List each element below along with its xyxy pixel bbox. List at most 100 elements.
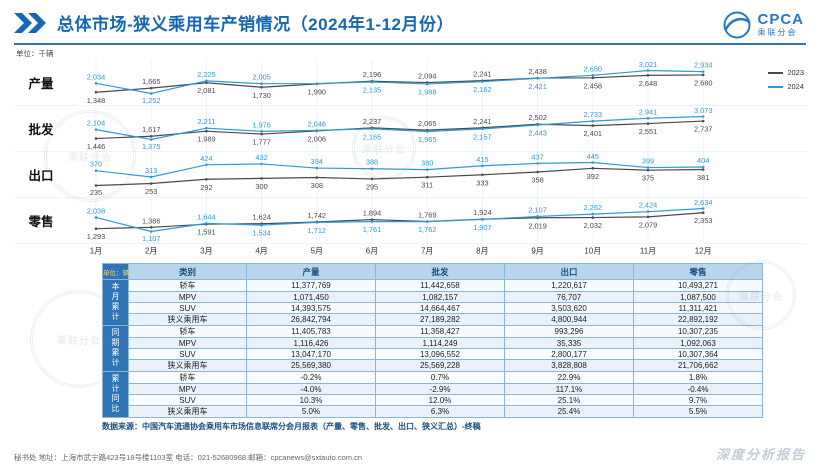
svg-text:2,934: 2,934 bbox=[694, 61, 713, 70]
category-cell: 轿车 bbox=[128, 279, 247, 292]
svg-text:1月: 1月 bbox=[90, 247, 102, 256]
svg-text:10月: 10月 bbox=[584, 247, 601, 256]
value-cell: 1,087,500 bbox=[633, 291, 763, 303]
svg-text:2,135: 2,135 bbox=[363, 86, 382, 95]
svg-text:3,021: 3,021 bbox=[639, 60, 658, 69]
value-cell: 26,842,794 bbox=[246, 313, 376, 326]
value-cell: 21,706,662 bbox=[633, 359, 763, 372]
svg-text:1,730: 1,730 bbox=[252, 91, 271, 100]
svg-text:1,446: 1,446 bbox=[87, 142, 106, 151]
svg-text:2,421: 2,421 bbox=[528, 82, 547, 91]
value-cell: 1,071,450 bbox=[246, 291, 376, 303]
value-cell: 14,393,575 bbox=[246, 302, 376, 314]
svg-text:2,353: 2,353 bbox=[694, 216, 713, 225]
row-group-label: 同期累计 bbox=[102, 325, 129, 372]
svg-text:2,438: 2,438 bbox=[528, 67, 547, 76]
value-cell: 11,311,421 bbox=[633, 302, 763, 314]
col-header-category: 类别 bbox=[128, 263, 247, 280]
svg-text:1,107: 1,107 bbox=[142, 234, 161, 243]
svg-text:2,502: 2,502 bbox=[528, 113, 547, 122]
value-cell: 10,493,271 bbox=[633, 279, 763, 292]
value-cell: 22.9% bbox=[504, 371, 634, 384]
value-cell: 14,664,467 bbox=[375, 302, 505, 314]
value-cell: 2,800,177 bbox=[504, 348, 634, 360]
value-cell: 12.0% bbox=[375, 394, 505, 406]
charts-area: 产量 1,348 1,665 2,081 1,730 1,990 2,196 2,094 2,2… bbox=[14, 60, 806, 244]
table-row: 本月累计 轿车 11,377,769 11,442,658 1,220,617 10,49… bbox=[102, 279, 763, 326]
svg-text:4月: 4月 bbox=[255, 247, 267, 256]
row-group-label: 累计同比 bbox=[102, 371, 129, 418]
footer-contact: 秘书处 地址：上海市武宁路423号18号楼1103室 电话：021-526809… bbox=[14, 453, 363, 462]
svg-text:300: 300 bbox=[255, 182, 267, 191]
svg-text:2,733: 2,733 bbox=[584, 110, 603, 119]
svg-text:1,990: 1,990 bbox=[308, 87, 327, 96]
value-cell: 76,707 bbox=[504, 291, 634, 303]
value-cell: 35,335 bbox=[504, 337, 634, 349]
svg-text:399: 399 bbox=[642, 157, 654, 166]
value-cell: 993,296 bbox=[504, 325, 634, 338]
svg-text:2,737: 2,737 bbox=[694, 125, 713, 134]
svg-text:2,038: 2,038 bbox=[87, 206, 106, 215]
category-cell: SUV bbox=[128, 394, 247, 406]
value-cell: -2.9% bbox=[375, 383, 505, 395]
chart-legend: 2023 2024 bbox=[768, 68, 804, 91]
value-cell: 1.8% bbox=[633, 371, 763, 384]
chart-row-export: 出口 235 253 292 300 308 295 311 333 358 392 375 381 37… bbox=[14, 152, 806, 198]
svg-text:292: 292 bbox=[200, 183, 212, 192]
svg-text:2,196: 2,196 bbox=[363, 70, 382, 79]
svg-text:1,976: 1,976 bbox=[252, 120, 271, 129]
value-cell: 10,307,235 bbox=[633, 325, 763, 338]
svg-text:2,443: 2,443 bbox=[528, 129, 547, 138]
footer: 秘书处 地址：上海市武宁路423号18号楼1103室 电话：021-526809… bbox=[14, 444, 806, 463]
value-cell: 5.0% bbox=[246, 405, 376, 418]
svg-text:1,924: 1,924 bbox=[473, 208, 492, 217]
svg-text:1,712: 1,712 bbox=[308, 226, 327, 235]
svg-text:2,046: 2,046 bbox=[308, 119, 327, 128]
svg-text:2,006: 2,006 bbox=[308, 134, 327, 143]
legend-2023-label: 2023 bbox=[787, 68, 804, 77]
legend-2023-line-icon bbox=[768, 71, 784, 74]
svg-text:2,065: 2,065 bbox=[418, 119, 437, 128]
production-chart-label: 产量 bbox=[28, 77, 54, 91]
svg-text:2,424: 2,424 bbox=[639, 201, 658, 210]
value-cell: 1,092,063 bbox=[633, 337, 763, 349]
chevrons-icon bbox=[14, 12, 46, 33]
value-cell: 13,047,170 bbox=[246, 348, 376, 360]
legend-item-2023: 2023 bbox=[768, 68, 804, 77]
chart-row-production: 产量 1,348 1,665 2,081 1,730 1,990 2,196 2,094 2,2… bbox=[14, 60, 806, 106]
svg-text:2,225: 2,225 bbox=[197, 70, 216, 79]
chart-row-wholesale: 批发 1,446 1,617 1,989 1,777 2,006 2,237 2,065 2,2… bbox=[14, 106, 806, 152]
col-header-retail: 零售 bbox=[633, 263, 763, 280]
value-cell: 25.4% bbox=[504, 405, 634, 418]
header: 总体市场-狭义乘用车产销情况（2024年1-12月份） CPCA 乘联分会 bbox=[14, 10, 806, 40]
svg-text:1,617: 1,617 bbox=[142, 125, 161, 134]
svg-text:1,348: 1,348 bbox=[87, 96, 106, 105]
svg-text:404: 404 bbox=[697, 156, 709, 165]
svg-text:313: 313 bbox=[145, 166, 157, 175]
table-row: 狭义乘用车 26,842,794 27,189,282 4,800,944 22,892… bbox=[103, 313, 763, 326]
category-cell: 狭义乘用车 bbox=[128, 359, 247, 372]
wholesale-chart-label: 批发 bbox=[28, 123, 54, 137]
footer-report-type: 深度分析报告 bbox=[715, 447, 806, 462]
category-cell: MPV bbox=[128, 291, 247, 303]
svg-text:2,237: 2,237 bbox=[363, 117, 382, 126]
svg-text:1,742: 1,742 bbox=[308, 211, 327, 220]
value-cell: 5.5% bbox=[633, 405, 763, 418]
svg-text:11月: 11月 bbox=[640, 247, 656, 256]
value-cell: 9.7% bbox=[633, 394, 763, 406]
svg-text:1,894: 1,894 bbox=[363, 209, 382, 218]
legend-2024-label: 2024 bbox=[787, 82, 804, 91]
svg-text:2,211: 2,211 bbox=[197, 117, 215, 126]
svg-text:1,761: 1,761 bbox=[363, 225, 382, 234]
svg-text:424: 424 bbox=[200, 154, 212, 163]
value-cell: 3,828,808 bbox=[504, 359, 634, 372]
svg-text:1,665: 1,665 bbox=[142, 77, 161, 86]
value-cell: 25.1% bbox=[504, 394, 634, 406]
value-cell: 1,114,249 bbox=[375, 337, 505, 349]
svg-text:2,079: 2,079 bbox=[639, 220, 658, 229]
value-cell: 25,569,228 bbox=[375, 359, 505, 372]
table-row: MPV 1,116,426 1,114,249 35,335 1,092,063 bbox=[103, 337, 763, 349]
export-chart: 235 253 292 300 308 295 311 333 358 392 375 381 370 3… bbox=[90, 152, 709, 197]
svg-text:392: 392 bbox=[587, 172, 599, 181]
category-cell: 轿车 bbox=[128, 325, 247, 338]
